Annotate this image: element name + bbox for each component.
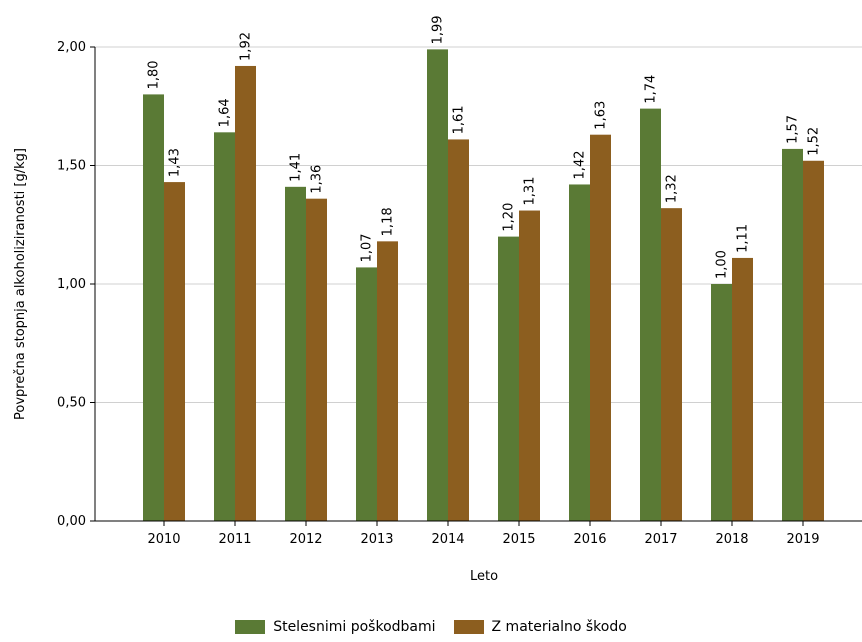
data-label-series-1: 1,41	[289, 153, 304, 182]
legend-item-series-2: Z materialno škodo	[453, 619, 627, 635]
bar-series-2	[448, 139, 469, 521]
data-label-series-2: 1,31	[523, 177, 538, 206]
bar-series-2	[235, 65, 256, 522]
y-tick-label: 0,00	[57, 514, 86, 529]
data-label-series-2: 1,11	[736, 224, 751, 253]
data-label-series-1: 1,00	[715, 250, 730, 279]
legend-swatch-series-2	[453, 620, 484, 634]
bar-series-2	[306, 198, 327, 521]
data-label-series-1: 1,74	[644, 75, 659, 104]
x-tick-label: 2014	[431, 532, 464, 547]
bar-series-1	[569, 184, 590, 521]
x-tick-label: 2018	[715, 532, 748, 547]
bar-series-1	[498, 236, 519, 521]
x-tick-label: 2010	[147, 532, 180, 547]
bar-series-1	[356, 267, 377, 521]
y-tick-label: 1,50	[57, 159, 86, 174]
x-tick-label: 2016	[573, 532, 606, 547]
x-tick-label: 2013	[360, 532, 393, 547]
x-tick-label: 2017	[644, 532, 677, 547]
bar-series-2	[803, 160, 824, 521]
y-tick-label: 1,00	[57, 277, 86, 292]
data-labels: 1,80 1,43 1,64 1,92 1,41 1,36 1,07 1,18 1,99 1,61…	[147, 15, 822, 279]
bar-series-2	[590, 134, 611, 521]
bar-series-1	[285, 186, 306, 521]
bar-series-1	[214, 132, 235, 521]
data-label-series-1: 1,64	[218, 98, 233, 127]
data-label-series-2: 1,92	[239, 32, 254, 61]
legend-item-series-1: Stelesnimi poškodbami	[235, 619, 436, 635]
bar-series-1	[143, 94, 164, 522]
data-label-series-1: 1,57	[786, 115, 801, 144]
legend-label-series-1: Stelesnimi poškodbami	[273, 619, 436, 635]
data-label-series-2: 1,63	[594, 101, 609, 130]
data-label-series-1: 1,42	[573, 151, 588, 180]
data-label-series-1: 1,99	[431, 15, 446, 44]
data-label-series-1: 1,20	[502, 203, 517, 232]
bar-series-1	[782, 148, 803, 521]
x-tick-label: 2015	[502, 532, 535, 547]
y-tick-label: 2,00	[57, 40, 86, 55]
axes: 0,00 0,50 1,00 1,50 2,00 2010 2011 2012 2013 2014…	[57, 40, 862, 547]
bar-series-2	[519, 210, 540, 521]
x-axis-title: Leto	[470, 569, 498, 584]
y-tick-label: 0,50	[57, 396, 86, 411]
bar-series-1	[711, 284, 732, 521]
bar-series-2	[732, 257, 753, 521]
legend: Stelesnimi poškodbami Z materialno škodo	[0, 619, 862, 635]
data-label-series-2: 1,52	[807, 127, 822, 156]
data-label-series-2: 1,18	[381, 207, 396, 236]
bars	[143, 49, 824, 522]
y-axis-title: Povprečna stopnja alkoholiziranosti [g/k…	[13, 148, 28, 420]
bar-series-2	[164, 182, 185, 521]
bar-series-2	[661, 208, 682, 521]
legend-swatch-series-1	[235, 620, 266, 634]
data-label-series-2: 1,61	[452, 105, 467, 134]
data-label-series-1: 1,07	[360, 233, 375, 262]
bar-series-1	[640, 108, 661, 522]
data-label-series-1: 1,80	[147, 60, 162, 89]
x-tick-label: 2012	[289, 532, 322, 547]
x-tick-label: 2011	[218, 532, 251, 547]
legend-label-series-2: Z materialno škodo	[491, 619, 627, 635]
x-tick-label: 2019	[786, 532, 819, 547]
data-label-series-2: 1,43	[168, 148, 183, 177]
data-label-series-2: 1,36	[310, 165, 325, 194]
bar-series-1	[427, 49, 448, 522]
data-label-series-2: 1,32	[665, 174, 680, 203]
bar-series-2	[377, 241, 398, 521]
